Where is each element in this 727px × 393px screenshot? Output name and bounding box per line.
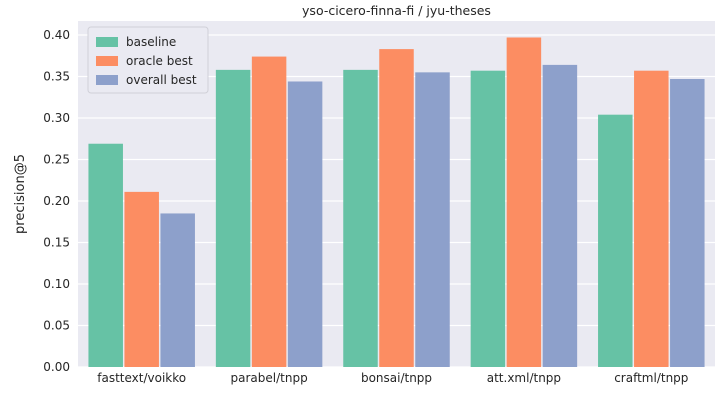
y-tick-label: 0.05 bbox=[43, 319, 70, 333]
y-tick-label: 0.20 bbox=[43, 194, 70, 208]
bar-overall-best bbox=[542, 64, 578, 367]
y-tick-label: 0.30 bbox=[43, 111, 70, 125]
legend-swatch bbox=[96, 75, 118, 85]
legend-label: baseline bbox=[126, 35, 176, 49]
y-tick-labels: 0.00 0.05 0.10 0.15 0.20 0.25 0.30 0.35 0.40 bbox=[43, 28, 70, 374]
bar-baseline bbox=[598, 114, 633, 368]
bar-oracle-best bbox=[506, 37, 542, 368]
x-tick-label: fasttext/voikko bbox=[97, 371, 186, 385]
legend-label: overall best bbox=[126, 73, 197, 87]
bars-group bbox=[88, 37, 705, 368]
bar-oracle-best bbox=[634, 70, 669, 367]
legend-swatch bbox=[96, 37, 118, 47]
bar-baseline bbox=[343, 69, 378, 368]
legend: baseline oracle best overall best bbox=[87, 26, 209, 94]
chart-title: yso-cicero-finna-fi / jyu-theses bbox=[302, 3, 491, 18]
y-tick-label: 0.10 bbox=[43, 277, 70, 291]
y-tick-label: 0.15 bbox=[43, 236, 70, 250]
bar-oracle-best bbox=[379, 49, 414, 368]
bar-baseline bbox=[470, 70, 506, 367]
bar-baseline bbox=[88, 143, 123, 367]
legend-swatch bbox=[96, 56, 118, 66]
x-tick-label: bonsai/tnpp bbox=[361, 371, 432, 385]
y-tick-label: 0.35 bbox=[43, 70, 70, 84]
bar-overall-best bbox=[287, 81, 323, 367]
y-tick-label: 0.00 bbox=[43, 360, 70, 374]
bar-overall-best bbox=[415, 72, 450, 367]
x-tick-label: att.xml/tnpp bbox=[487, 371, 561, 385]
bar-baseline bbox=[215, 69, 251, 368]
y-tick-label: 0.25 bbox=[43, 153, 70, 167]
x-tick-labels: fasttext/voikko parabel/tnpp bonsai/tnpp at… bbox=[97, 371, 688, 385]
y-tick-label: 0.40 bbox=[43, 28, 70, 42]
bar-oracle-best bbox=[251, 56, 287, 367]
x-tick-label: parabel/tnpp bbox=[231, 371, 308, 385]
bar-overall-best bbox=[670, 78, 705, 368]
legend-label: oracle best bbox=[126, 54, 193, 68]
bar-overall-best bbox=[160, 213, 195, 367]
y-axis-label: precision@5 bbox=[13, 154, 28, 234]
x-tick-label: craftml/tnpp bbox=[614, 371, 688, 385]
bar-oracle-best bbox=[124, 191, 159, 367]
